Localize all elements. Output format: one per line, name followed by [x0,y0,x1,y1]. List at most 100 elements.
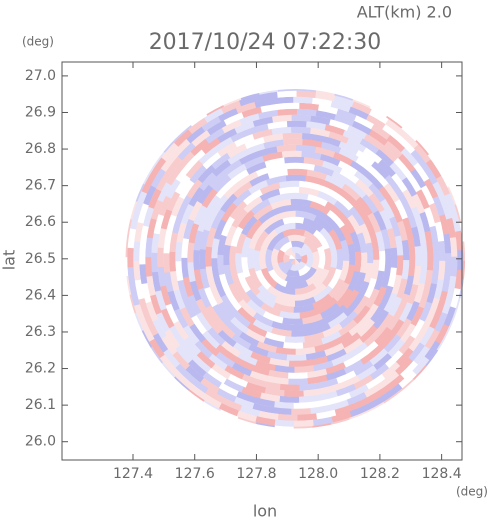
radar-cell [293,96,314,104]
radar-cell [424,329,440,350]
radar-cell [139,244,146,265]
radar-cell [397,136,416,155]
radar-cell [422,164,439,185]
radar-cell [306,121,327,131]
radar-cell [234,133,255,148]
radar-cell [327,278,345,299]
radar-cell [385,374,405,392]
radar-cell [218,107,239,122]
radar-cell [201,137,221,155]
radar-cell [373,353,393,371]
radar-cell [320,141,342,154]
radar-cell [229,169,250,186]
radar-cell [166,191,181,212]
radar-cell [423,269,434,290]
radar-cell [129,209,141,230]
radar-cell [319,227,336,249]
radar-cell [398,335,416,355]
radar-cell [151,232,160,253]
radar-cell [262,310,284,324]
radar-cell [186,178,203,199]
radar-cell [247,179,269,195]
altitude-label: ALT(km) 2.0 [357,3,452,22]
radar-cell [290,198,312,207]
radar-cell [290,329,312,338]
radar-cell [432,181,447,202]
radar-cell [314,146,336,158]
radar-cell [331,170,352,186]
radar-cell [173,128,193,147]
radar-cell [386,134,406,153]
radar-cell [347,270,361,292]
radar-cell [199,248,206,270]
radar-cell [215,344,236,361]
radar-cell [303,388,324,397]
radar-cell [312,360,334,372]
radar-cell [189,376,209,394]
radar-cell [211,257,220,279]
radar-cell [270,198,292,210]
radar-cell [189,323,206,343]
radar-cell [244,275,261,296]
radar-cell [201,338,220,357]
radar-cell [249,172,270,187]
radar-cell [396,278,408,300]
y-tick-label: 26.7 [25,178,56,194]
radar-cell [176,221,187,243]
radar-cell [175,363,194,382]
radar-cell [127,266,136,287]
radar-cell [276,144,297,153]
radar-cell [208,170,227,189]
radar-cell [221,215,236,237]
radar-cell [384,140,403,159]
radar-cell [277,249,286,264]
radar-cell [398,370,417,389]
radar-cell [264,157,286,168]
radar-cell [347,125,368,140]
radar-cell [161,142,179,162]
radar-cell [188,200,203,222]
radar-cell [370,168,389,188]
radar-cell [145,256,153,277]
radar-cell [264,331,286,343]
chart-title: 2017/10/24 07:22:30 [149,30,382,55]
radar-cell [273,235,290,251]
radar-cell [360,348,380,366]
radar-cell [247,343,269,357]
radar-cell [140,321,155,342]
radar-cell [449,237,458,258]
radar-cell [407,284,419,305]
radar-cell [296,108,317,117]
radar-cell [330,392,352,405]
radar-cell [375,334,394,354]
y-tick-label: 26.5 [25,251,56,267]
radar-cell [429,202,441,224]
radar-cell [290,408,311,415]
radar-cell [229,200,248,220]
radar-cell [401,239,410,261]
radar-cell [138,297,151,319]
radar-cell [331,331,353,347]
radar-cell [260,380,281,391]
radar-cell [295,252,300,259]
radar-cell [142,206,155,227]
radar-cell [263,337,284,349]
radar-cell [320,331,342,345]
radar-cell [341,332,362,349]
radar-cell [414,246,422,267]
radar-cell [217,254,225,276]
radar-cell [374,326,392,346]
radar-cell [455,230,464,251]
radar-cell [382,124,402,141]
radar-cell [340,239,350,261]
radar-cell [365,374,386,390]
radar-cell [320,135,342,148]
radar-cell [371,161,390,180]
radar-cell [441,272,451,293]
radar-cell [267,193,289,205]
radar-cell [329,119,350,131]
radar-cell [369,348,389,366]
radar-cell [299,382,320,391]
radar-cell [354,251,362,273]
y-unit: (deg) [22,35,54,49]
